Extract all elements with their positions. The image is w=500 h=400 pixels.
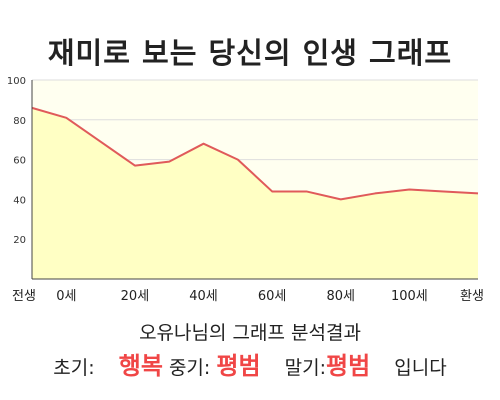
x-tick-label: 20세 — [121, 289, 150, 304]
early-label: 초기: — [53, 357, 95, 379]
mid-value: 평범 — [216, 352, 261, 380]
y-tick-label: 20 — [13, 235, 26, 246]
x-tick-label: 60세 — [258, 289, 287, 304]
x-tick-label: 전생 — [12, 289, 36, 304]
x-tick-label: 80세 — [327, 289, 356, 304]
y-tick-label: 60 — [13, 156, 26, 167]
series-polyline — [31, 106, 479, 201]
y-tick-label: 100 — [7, 76, 26, 87]
x-tick-label: 100세 — [391, 289, 428, 304]
analysis-heading: 오유나님의 그래프 분석결과 — [139, 322, 361, 344]
life-graph-chart: 20 40 60 80 100 전생 0세 20세 40세 60세 80세 100세 환생 — [7, 76, 484, 304]
mid-label: 중기: — [168, 357, 211, 379]
x-tick-label: 40세 — [189, 289, 218, 304]
y-tick-label: 80 — [13, 116, 26, 127]
area-fill — [32, 107, 478, 279]
x-tick-label: 환생 — [460, 289, 484, 304]
y-tick-labels: 20 40 60 80 100 — [7, 76, 26, 246]
late-label: 말기: — [284, 357, 327, 379]
page-title: 재미로 보는 당신의 인생 그래프 — [47, 36, 453, 70]
y-tick-label: 40 — [13, 195, 26, 206]
x-tick-labels: 전생 0세 20세 40세 60세 80세 100세 환생 — [12, 289, 484, 304]
axes — [31, 80, 478, 280]
series-line — [31, 106, 479, 201]
early-value: 행복 — [118, 352, 163, 380]
result-line: 초기: 행복 중기: 평범 말기:평범 입니다 — [0, 346, 500, 381]
x-tick-label: 0세 — [56, 289, 76, 304]
ending-text: 입니다 — [394, 357, 447, 379]
area-shape — [32, 107, 478, 279]
late-value: 평범 — [326, 352, 371, 380]
